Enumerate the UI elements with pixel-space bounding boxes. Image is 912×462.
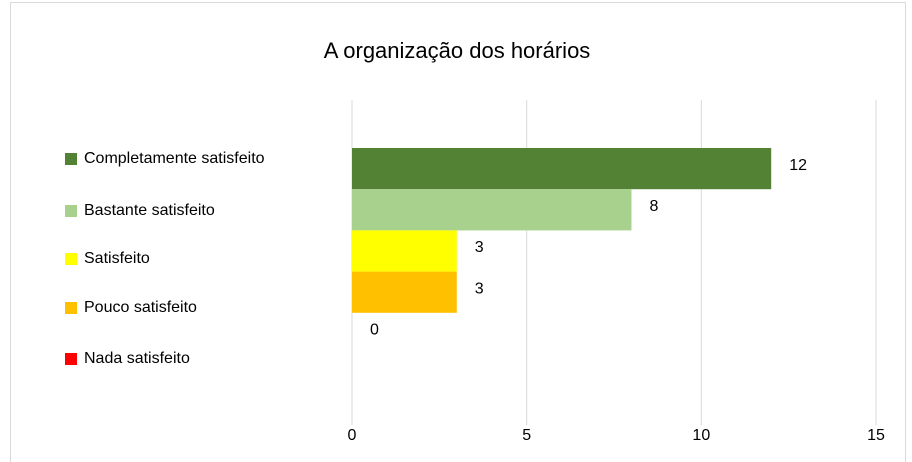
data-label: 0 xyxy=(370,322,379,339)
legend-label: Satisfeito xyxy=(84,250,150,267)
x-tick-label: 10 xyxy=(692,427,710,444)
x-tick-label: 15 xyxy=(867,427,885,444)
bar xyxy=(352,230,457,272)
legend-label: Nada satisfeito xyxy=(84,350,190,367)
chart-title: A organização dos horários xyxy=(324,38,591,63)
data-label: 8 xyxy=(649,198,658,215)
legend-swatch xyxy=(65,205,77,217)
bar xyxy=(352,189,632,231)
legend-swatch xyxy=(65,153,77,165)
x-tick-label: 5 xyxy=(522,427,531,444)
legend-swatch xyxy=(65,253,77,265)
x-tick-label: 0 xyxy=(348,427,357,444)
legend-swatch xyxy=(65,353,77,365)
legend-label: Pouco satisfeito xyxy=(84,299,197,316)
chart-frame xyxy=(10,2,906,462)
legend-label: Bastante satisfeito xyxy=(84,202,215,219)
legend-swatch xyxy=(65,302,77,314)
bar xyxy=(352,271,457,313)
data-label: 12 xyxy=(789,157,807,174)
legend-label: Completamente satisfeito xyxy=(84,150,265,167)
data-label: 3 xyxy=(475,239,484,256)
bar xyxy=(352,148,772,190)
data-label: 3 xyxy=(475,280,484,297)
